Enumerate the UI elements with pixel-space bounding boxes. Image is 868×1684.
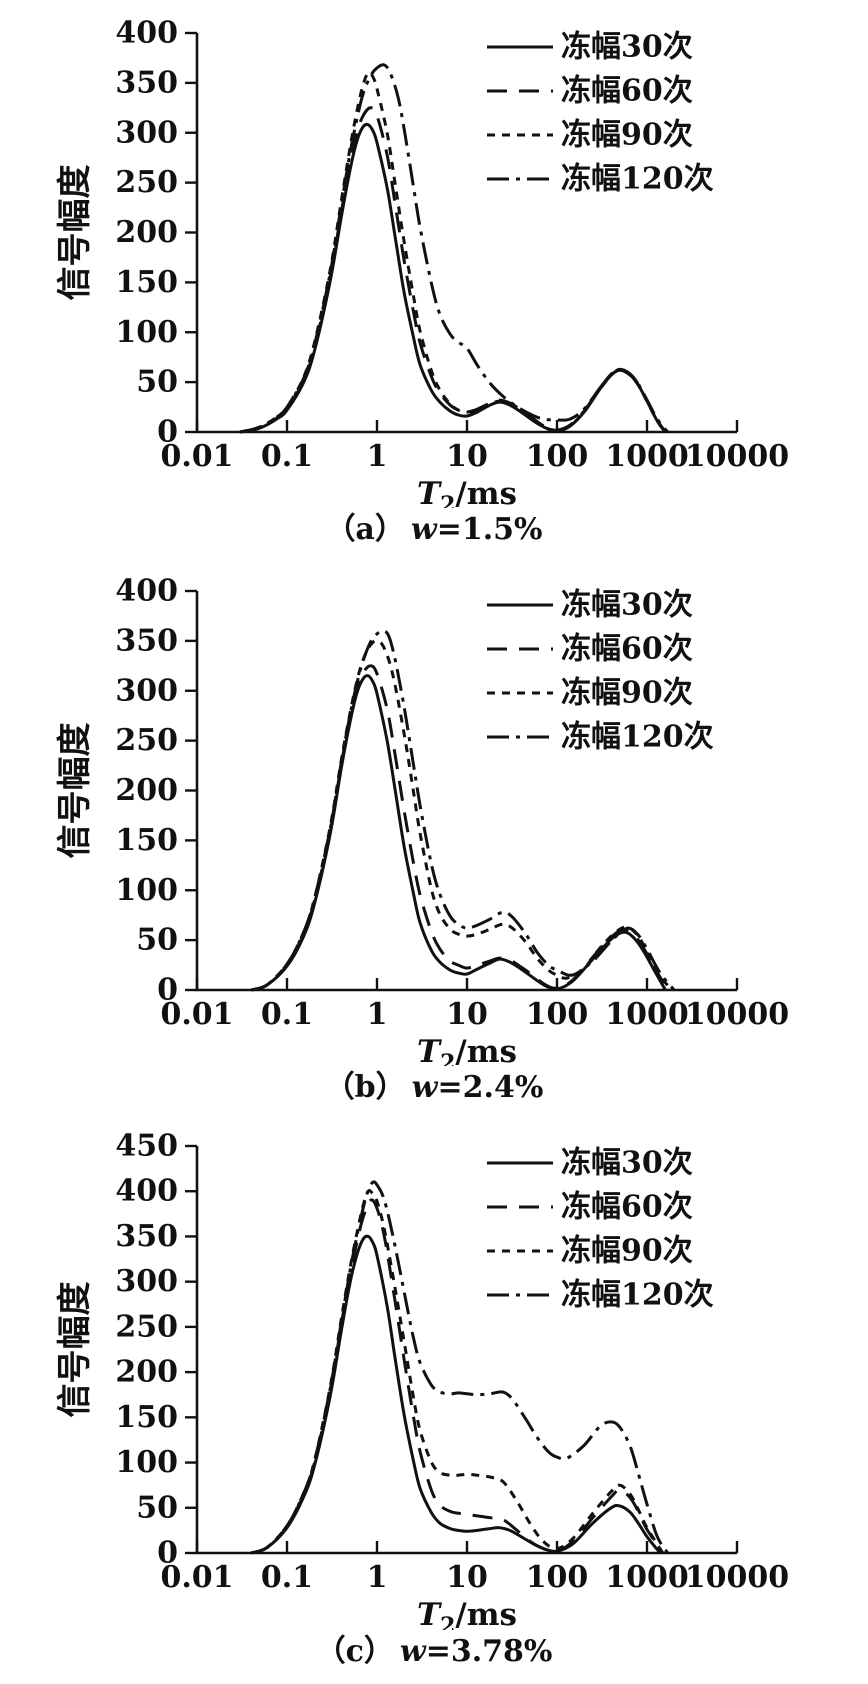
- y-tick-label: 300: [115, 115, 178, 150]
- caption-panel-b: （b） w=2.4%: [0, 1066, 868, 1116]
- y-tick-label: 0: [157, 1536, 178, 1571]
- series-curve-2-dashed: [250, 664, 669, 992]
- y-axis-title: 信号幅度: [55, 1282, 95, 1418]
- caption-panel-c: （c） w=3.78%: [0, 1630, 868, 1680]
- y-tick-label: 300: [115, 1264, 178, 1299]
- legend-label: 冻幅90次: [561, 676, 693, 711]
- x-tick-label: 10000: [685, 997, 789, 1032]
- legend-label: 冻幅30次: [561, 30, 693, 65]
- series-curve-3-dotted: [239, 71, 667, 434]
- legend-label: 冻幅60次: [561, 1190, 693, 1225]
- x-tick-label: 1000: [605, 1560, 689, 1595]
- x-tick-label: 100: [526, 997, 589, 1032]
- y-tick-label: 300: [115, 673, 178, 708]
- chart-panel-c: 0 50 100 150 200 250 300 350 400 450 0.01 0.1 1 10 100…: [55, 1129, 789, 1631]
- series-curve-2-dashed: [250, 1198, 665, 1555]
- y-tick-label: 100: [115, 873, 178, 908]
- y-tick-label: 50: [136, 365, 178, 400]
- caption-index-b: （b）: [324, 1070, 406, 1105]
- y-tick-label: 0: [157, 415, 178, 450]
- x-tick-label: 0.01: [160, 439, 233, 474]
- caption-value-b: =2.4%: [437, 1070, 544, 1105]
- x-axis-title: T2/ms: [417, 476, 517, 508]
- caption-variable-c: w: [399, 1634, 426, 1669]
- y-tick-label: 200: [115, 215, 178, 250]
- caption-value-a: =1.5%: [436, 512, 543, 547]
- y-tick-label: 150: [115, 1400, 178, 1435]
- series-curve-4-dashdot: [239, 63, 669, 434]
- x-tick-label: 1: [367, 439, 388, 474]
- x-tick-label: 0.1: [261, 439, 313, 474]
- legend-label: 冻幅60次: [561, 632, 693, 667]
- caption-index-c: （c）: [315, 1634, 394, 1669]
- y-axis-title: 信号幅度: [55, 723, 95, 859]
- y-tick-label: 200: [115, 1355, 178, 1390]
- y-tick-label: 400: [115, 574, 178, 609]
- x-tick-label: 1000: [605, 997, 689, 1032]
- x-tick-label: 1000: [605, 439, 689, 474]
- x-tick-label: 100: [526, 1560, 589, 1595]
- x-axis-title: T2/ms: [417, 1597, 517, 1630]
- series-curve-3-dotted: [250, 639, 674, 992]
- legend-label: 冻幅120次: [561, 720, 714, 755]
- x-tick-label: 10: [446, 1560, 488, 1595]
- y-tick-label: 400: [115, 16, 178, 51]
- y-tick-label: 250: [115, 165, 178, 200]
- y-tick-label: 400: [115, 1174, 178, 1209]
- legend-label: 冻幅90次: [561, 118, 693, 153]
- y-tick-label: 150: [115, 823, 178, 858]
- x-tick-label: 1: [367, 1560, 388, 1595]
- x-tick-label: 0.01: [160, 1560, 233, 1595]
- chart-panel-a: 0 50 100 150 200 250 300 350 400 0.01 0.1 1 10 100 100…: [55, 16, 789, 509]
- x-tick-label: 100: [526, 439, 589, 474]
- x-tick-label: 0.1: [261, 1560, 313, 1595]
- caption-index-a: （a）: [325, 512, 405, 547]
- caption-variable-a: w: [410, 512, 437, 547]
- series-curve-4-dashdot: [250, 629, 676, 992]
- x-tick-label: 10: [446, 997, 488, 1032]
- y-tick-label: 0: [157, 973, 178, 1008]
- y-tick-label: 250: [115, 1309, 178, 1344]
- x-tick-label: 0.01: [160, 997, 233, 1032]
- x-tick-label: 1: [367, 997, 388, 1032]
- y-tick-label: 350: [115, 1219, 178, 1254]
- legend-label: 冻幅120次: [561, 162, 714, 197]
- y-tick-label: 200: [115, 773, 178, 808]
- legend-label: 冻幅30次: [561, 1146, 693, 1181]
- y-tick-label: 150: [115, 265, 178, 300]
- chart-panel-b: 0 50 100 150 200 250 300 350 400 0.01 0.1 1 10 100 100…: [55, 574, 789, 1067]
- y-tick-label: 50: [136, 1490, 178, 1525]
- y-tick-label: 100: [115, 1445, 178, 1480]
- x-tick-label: 0.1: [261, 997, 313, 1032]
- legend-label: 冻幅120次: [561, 1278, 714, 1313]
- x-axis-title: T2/ms: [417, 1034, 517, 1066]
- series-curve-4-dashdot: [250, 1180, 669, 1555]
- y-tick-label: 250: [115, 723, 178, 758]
- x-tick-label: 10000: [685, 439, 789, 474]
- y-tick-label: 350: [115, 623, 178, 658]
- y-axis-title: 信号幅度: [55, 165, 95, 301]
- caption-variable-b: w: [411, 1070, 438, 1105]
- y-tick-label: 100: [115, 315, 178, 350]
- legend-label: 冻幅90次: [561, 1234, 693, 1269]
- caption-panel-a: （a） w=1.5%: [0, 508, 868, 558]
- x-tick-label: 10000: [685, 1560, 789, 1595]
- legend-label: 冻幅60次: [561, 74, 693, 109]
- y-tick-label: 450: [115, 1129, 178, 1164]
- y-tick-label: 350: [115, 65, 178, 100]
- x-tick-label: 10: [446, 439, 488, 474]
- legend-label: 冻幅30次: [561, 588, 693, 623]
- caption-value-c: =3.78%: [425, 1634, 553, 1669]
- y-tick-label: 50: [136, 923, 178, 958]
